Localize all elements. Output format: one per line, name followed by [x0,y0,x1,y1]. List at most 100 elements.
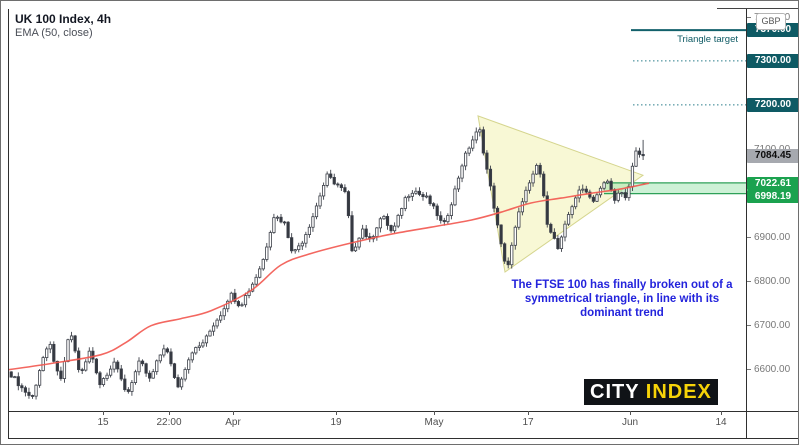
candle [474,131,478,141]
candle [219,315,223,321]
candle [123,378,127,391]
candle [325,173,329,186]
candle [293,249,297,252]
candle [91,350,95,360]
candle [446,215,450,223]
price-tick-label: 6800.00 [754,275,791,287]
candle [211,325,216,332]
candle [439,215,443,221]
price-tick [747,280,751,282]
candle [329,173,333,178]
time-tick-label: 15 [97,417,109,428]
candle [346,191,351,217]
candle [403,197,407,209]
candle [98,372,102,386]
time-tick [528,411,529,415]
candle [275,216,280,219]
candle [375,227,379,237]
candle [620,192,624,194]
ema-line[interactable] [9,182,650,371]
candle [563,223,567,238]
price-badge-green: 7022.61 [747,176,798,190]
candle [389,225,393,232]
price-axis[interactable]: 7400.007300.007200.007100.006900.006800.… [747,9,798,411]
candle [385,215,390,226]
time-tick [103,411,104,415]
candle [30,395,35,397]
candle [510,244,514,266]
price-badge-gray: 7084.45 [747,148,798,163]
candle [290,237,294,252]
time-axis[interactable]: 15 22:00 Apr 19 May 17 Jun 14 [1,411,798,438]
currency-button[interactable]: GBP [756,13,786,30]
candle [236,301,240,307]
candle [421,194,425,198]
candle [240,304,244,307]
bottom-border [8,438,798,439]
candle [424,195,429,198]
price-badge-teal: 7200.00 [747,97,798,112]
candle [38,370,42,386]
candle [527,182,532,191]
candle [169,351,173,365]
candle [623,192,627,199]
candle [641,154,645,157]
candle [396,214,400,227]
candle [254,276,258,285]
candle [112,361,116,370]
candle [517,211,521,228]
symbol-title[interactable]: UK 100 Index, 4h [15,12,112,26]
candle [350,215,354,252]
candle [574,197,578,208]
candle [158,354,162,362]
candle [410,192,414,197]
candle [392,225,397,232]
candle [187,359,191,370]
candle [155,360,159,373]
candle [467,147,471,154]
candle [73,335,77,352]
price-badge-teal: 7300.00 [747,53,798,68]
candle [119,368,123,380]
indicator-legend[interactable]: EMA (50, close) [15,27,93,39]
candle [463,152,468,167]
candle [343,187,347,193]
candle [215,319,219,327]
candle [176,377,180,388]
candle [503,243,507,262]
candle [588,191,592,198]
candle [361,228,365,239]
candle [59,370,63,379]
time-tick [169,411,170,415]
candle [570,206,574,215]
candle [609,180,613,191]
candle [16,376,20,387]
candle [460,165,464,179]
candle [499,224,503,245]
pane-left-border [8,9,9,438]
candle [400,208,404,216]
candle [222,308,226,317]
candle [144,363,148,374]
logo-city-text: CITY [590,381,640,403]
candle [116,361,120,370]
candle [531,173,535,184]
candle [471,139,475,149]
candle [378,218,383,229]
candle [204,335,209,344]
candle [62,361,67,379]
candle [414,190,418,194]
time-tick-label: Jun [621,417,639,428]
candle [435,205,439,217]
price-tick [747,236,751,238]
candle [261,259,265,270]
candle [130,382,134,392]
candle [94,358,98,374]
candle [321,185,326,197]
candle [492,185,496,209]
candle [453,188,457,206]
breakout-annotation: The FTSE 100 has finally broken out of a… [491,278,753,320]
breakout-annotation-line1: The FTSE 100 has finally broken out of a [511,279,733,291]
